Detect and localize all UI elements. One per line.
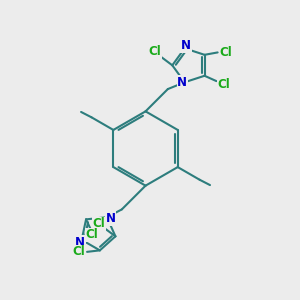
Text: N: N xyxy=(75,236,85,249)
Text: Cl: Cl xyxy=(149,45,161,58)
Text: N: N xyxy=(181,40,191,52)
Text: Cl: Cl xyxy=(85,228,98,241)
Text: Cl: Cl xyxy=(218,78,230,91)
Text: Cl: Cl xyxy=(220,46,232,59)
Text: Cl: Cl xyxy=(93,218,106,230)
Text: Cl: Cl xyxy=(73,245,85,258)
Text: N: N xyxy=(106,212,116,225)
Text: N: N xyxy=(177,76,187,89)
